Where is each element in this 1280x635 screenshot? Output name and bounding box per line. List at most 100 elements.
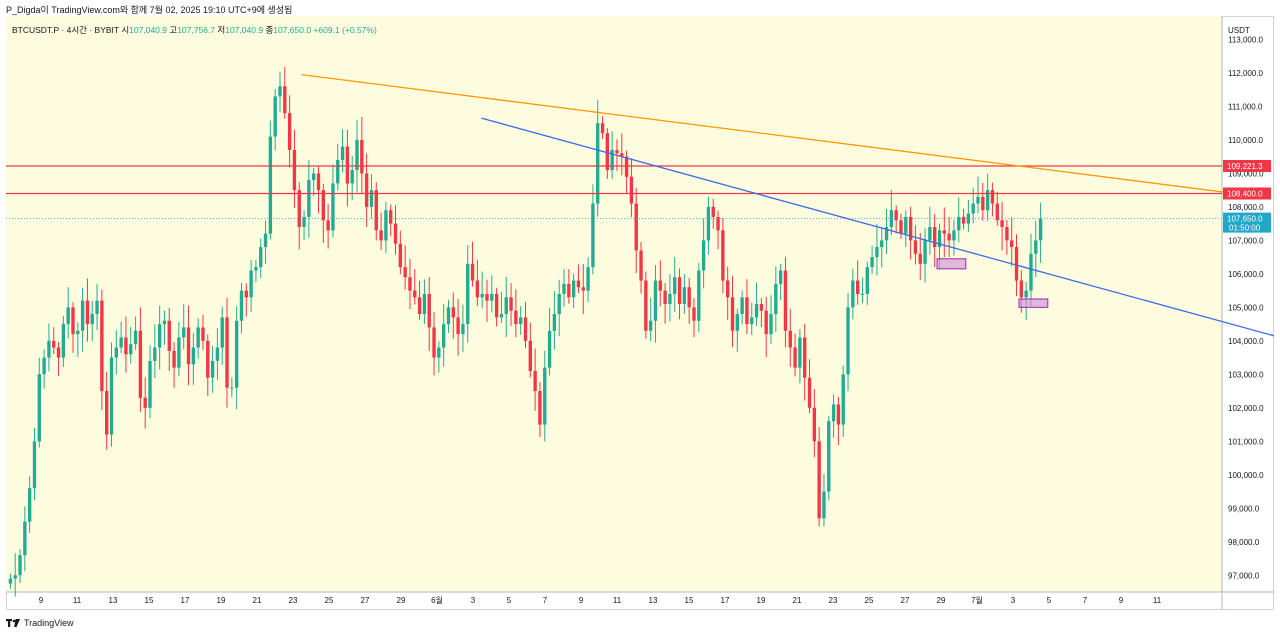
y-tick-label: 102,000.0 (1228, 404, 1264, 413)
candle-body (1034, 240, 1038, 254)
x-tick-label: 3 (471, 596, 476, 605)
candle-body (745, 297, 749, 325)
candle-body (600, 123, 605, 134)
candle-body (562, 283, 566, 294)
candle-body (639, 250, 643, 281)
y-tick-label: 99,000.0 (1228, 504, 1260, 513)
y-tick-label: 105,000.0 (1228, 303, 1264, 312)
candle-body (523, 317, 528, 341)
candle-body (673, 277, 677, 294)
support-box-2 (1018, 298, 1049, 308)
x-tick-label: 11 (73, 596, 82, 605)
x-tick-label: 3 (1011, 596, 1016, 605)
candle-body (403, 267, 407, 278)
x-tick-label: 5 (507, 596, 512, 605)
candle-body (966, 213, 971, 224)
candle-body (985, 190, 990, 211)
x-tick-label: 5 (1047, 596, 1052, 605)
candle-body (66, 307, 70, 325)
candle-body (812, 407, 817, 442)
candle-body (668, 293, 672, 304)
candle-body (547, 330, 552, 368)
candle-body (658, 280, 662, 291)
x-tick-label: 17 (181, 596, 190, 605)
candle-body (350, 170, 354, 184)
price-badges: 109,221.3 108,400.0 107,650.001:50:00 (1223, 159, 1271, 233)
candle-body (1038, 218, 1043, 241)
x-tick-label: 27 (361, 596, 370, 605)
y-tick-label: 98,000.0 (1228, 538, 1260, 547)
candle-body (605, 133, 610, 171)
candle-body (793, 347, 797, 368)
candle-body (456, 317, 460, 335)
high-label: 고 (169, 25, 178, 35)
symbol-name[interactable]: BTCUSDT.P · 4시간 · BYBIT (12, 25, 119, 35)
candle-body (721, 230, 725, 281)
candle-body (942, 230, 946, 234)
change-value: +609.1 (+0.57%) (313, 25, 377, 35)
candle-body (933, 226, 937, 248)
x-tick-label: 13 (109, 596, 118, 605)
x-tick-label: 15 (685, 596, 694, 605)
candle-body (263, 233, 268, 248)
candle-body (687, 287, 691, 308)
open-value: 107,040.9 (129, 25, 167, 35)
candle-body (119, 337, 123, 348)
candle-body (32, 441, 37, 489)
x-tick-label: 29 (397, 596, 406, 605)
candle-body (234, 320, 239, 388)
x-tick-label: 21 (253, 596, 262, 605)
x-tick-label: 6월 (431, 595, 443, 605)
y-tick-label: 112,000.0 (1228, 69, 1264, 78)
x-tick-label: 17 (721, 596, 730, 605)
x-tick-label: 9 (39, 596, 44, 605)
candle-body (389, 210, 393, 224)
candle-body (1000, 220, 1004, 227)
chart-header: P_Digda이 TradingView.com와 함께 7월 02, 2025… (6, 5, 293, 15)
candle-body (437, 347, 441, 358)
candle-body (109, 357, 114, 435)
candle-body (817, 441, 821, 519)
x-tick-label: 11 (1153, 596, 1162, 605)
candle-body (875, 247, 879, 258)
badge-level-109221 (1223, 159, 1271, 172)
x-tick-label: 21 (793, 596, 802, 605)
candle-body (273, 96, 277, 137)
candle-body (952, 230, 956, 241)
candle-body (552, 314, 557, 331)
candle-body (182, 327, 186, 338)
candle-body (475, 280, 480, 298)
candle-body (971, 203, 975, 214)
candle-body (615, 149, 619, 154)
x-tick-label: 23 (829, 596, 838, 605)
candle-body (210, 360, 215, 378)
candle-body (504, 297, 508, 315)
candle-body (201, 327, 205, 341)
candle-body (499, 314, 504, 318)
candle-body (316, 173, 321, 191)
time-axis[interactable]: 9 11 13 15 17 19 21 23 25 27 29 6월 3 5 7 9 11 13 15 17 19 21 2… (39, 595, 1162, 605)
candle-body (307, 180, 311, 217)
candle-body (788, 330, 792, 348)
candle-body (981, 196, 985, 211)
x-tick-label: 9 (1119, 596, 1124, 605)
symbol-legend: BTCUSDT.P · 4시간 · BYBIT 시107,040.9 고107,… (12, 24, 377, 36)
candle-body (157, 324, 162, 348)
candle-body (567, 283, 571, 298)
y-tick-label: 110,000.0 (1228, 136, 1264, 145)
candle-body (432, 327, 436, 358)
candle-body (754, 304, 759, 318)
candle-body (904, 216, 908, 234)
candle-body (514, 310, 518, 325)
candle-body (918, 253, 922, 264)
candle-body (528, 340, 532, 371)
candle-body (326, 220, 330, 231)
candle-body (143, 397, 147, 408)
badge-level-108400 (1223, 187, 1271, 200)
candle-body (485, 293, 489, 301)
orange-downtrend (301, 73, 1262, 198)
footer-brand[interactable]: TradingView (24, 618, 74, 628)
high-value: 107,756.7 (177, 25, 216, 35)
